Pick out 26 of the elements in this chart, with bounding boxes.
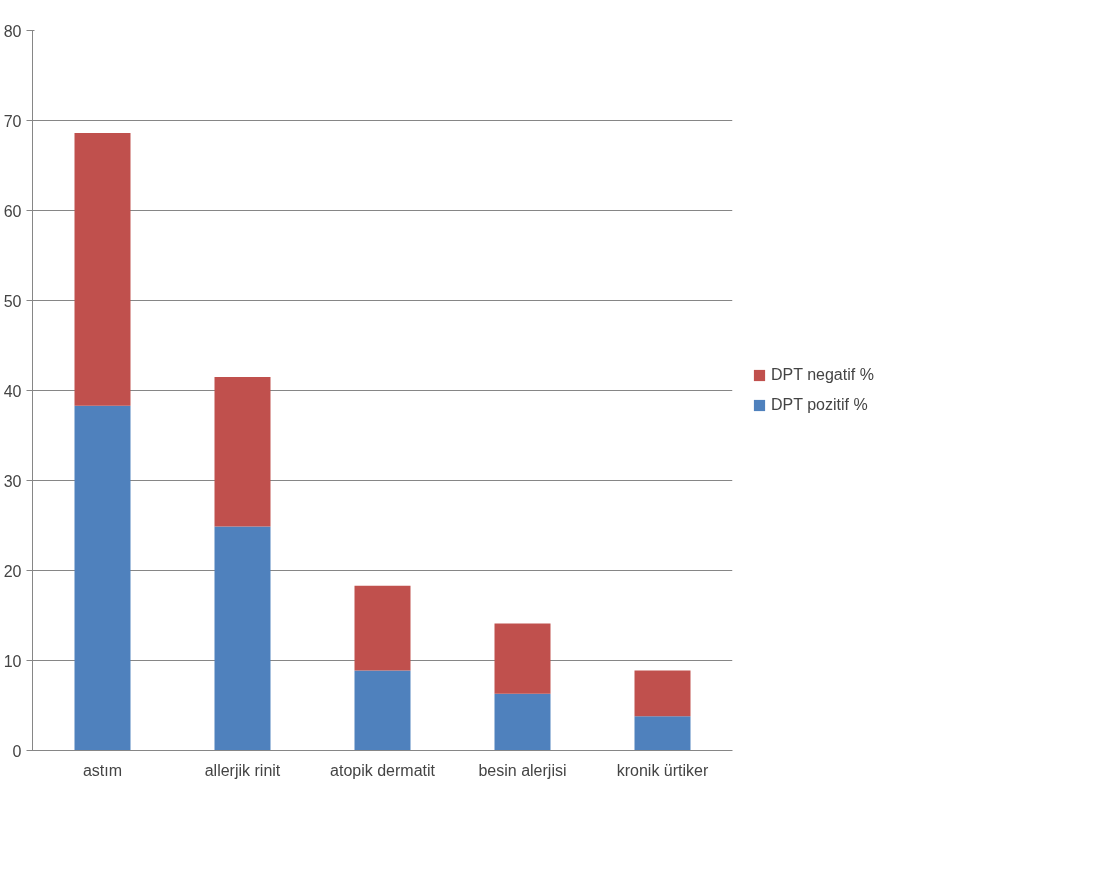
y-tick-label: 80 [3, 22, 22, 40]
bar [74, 405, 131, 751]
bar [214, 377, 271, 527]
bar [494, 693, 551, 751]
legend-label: DPT pozitif % [771, 395, 868, 414]
y-tick-label: 70 [3, 112, 22, 130]
y-tick-label: 10 [3, 652, 22, 670]
y-tick-label: 40 [3, 382, 22, 400]
bar [354, 585, 411, 671]
y-tick-label: 30 [3, 472, 22, 490]
bar [634, 716, 691, 751]
x-tick-label: allerjik rinit [204, 761, 281, 779]
y-tick-label: 0 [12, 742, 22, 760]
bar [494, 623, 551, 694]
x-tick-label: astım [82, 761, 123, 779]
y-tick-label: 20 [3, 562, 22, 580]
bar [214, 526, 271, 751]
x-tick-label: atopik dermatit [330, 761, 436, 779]
bar [74, 133, 131, 406]
bar [354, 670, 411, 751]
y-tick-label: 60 [3, 202, 22, 220]
legend-label: DPT negatif % [771, 365, 874, 384]
y-tick-label: 50 [3, 292, 22, 310]
bar [634, 670, 691, 717]
x-tick-label: besin alerjisi [478, 761, 567, 779]
x-tick-label: kronik ürtiker [616, 761, 709, 779]
